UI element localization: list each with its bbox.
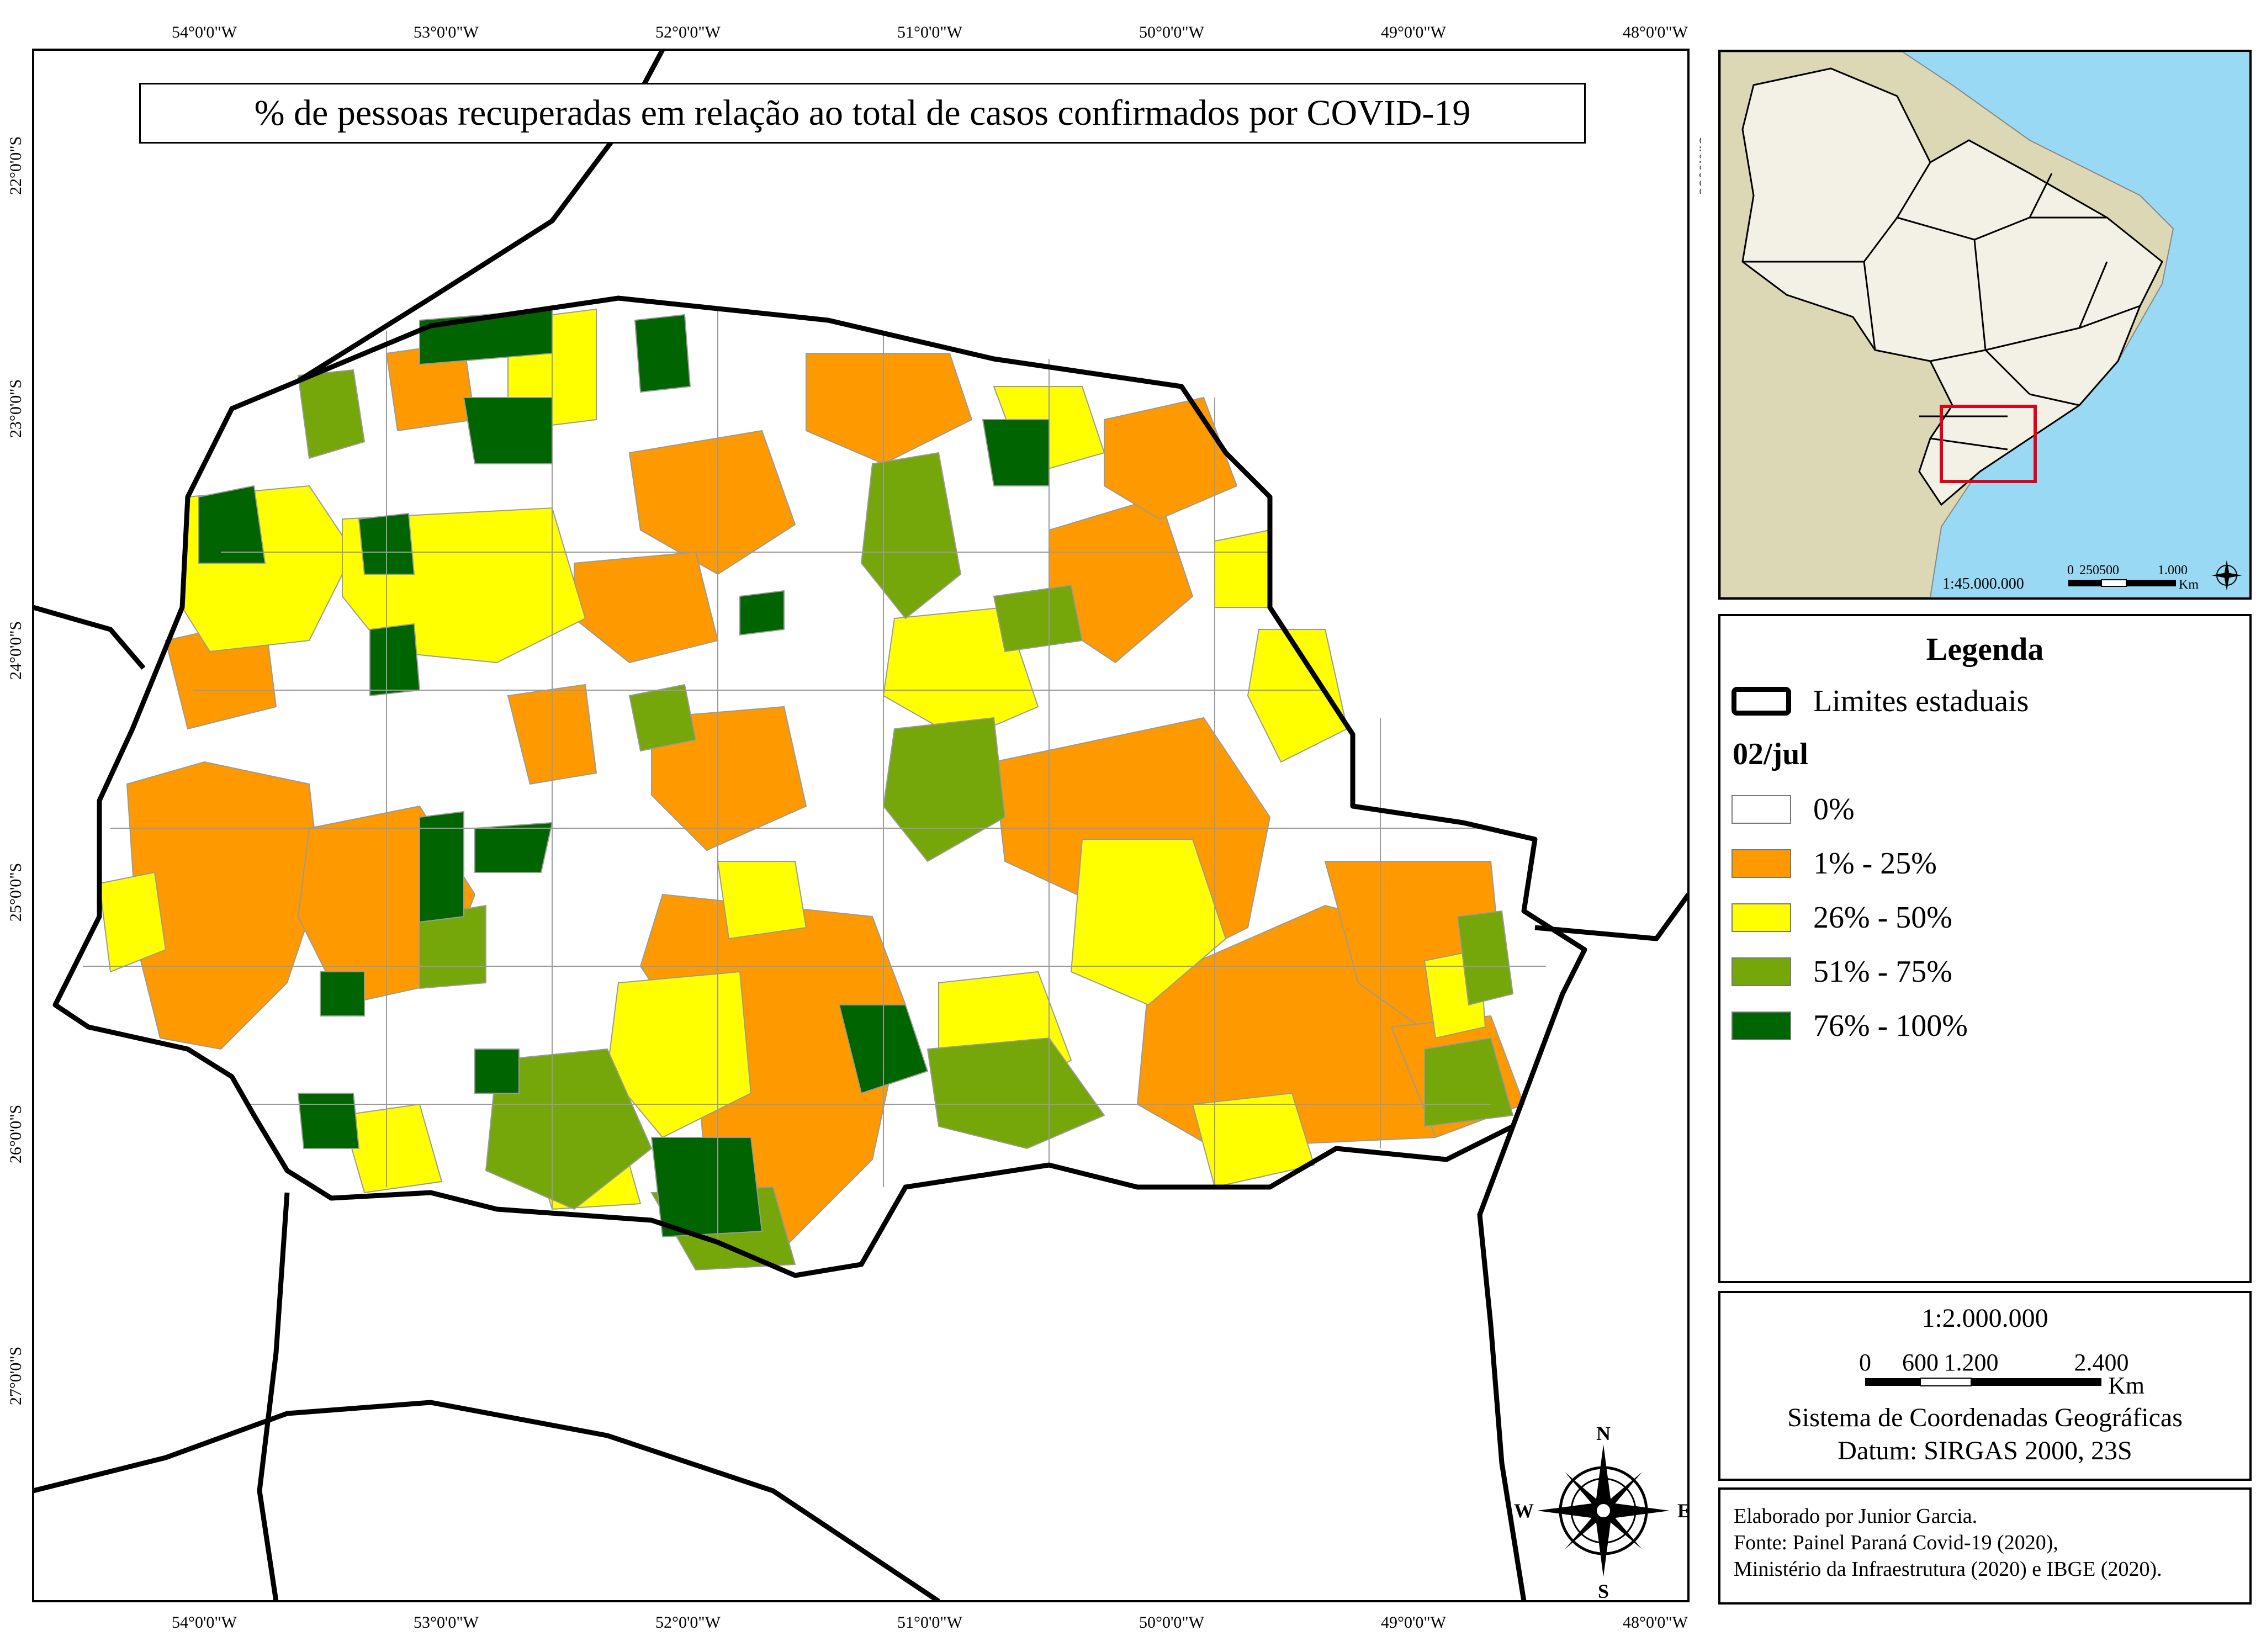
compass-west: W	[1514, 1500, 1534, 1522]
inset-compass-icon	[2211, 560, 2242, 591]
svg-text:50°0'0"W: 50°0'0"W	[1139, 23, 1205, 41]
legend-label-3: 51% - 75%	[1813, 955, 1952, 989]
legend-swatch-4	[1732, 1012, 1791, 1040]
svg-text:25°0'0"S: 25°0'0"S	[7, 863, 25, 922]
legend-item-1: 1% - 25%	[1732, 846, 1937, 881]
svg-text:54°0'0"W: 54°0'0"W	[172, 1613, 237, 1632]
inset-scale-tick-1: 250500	[2079, 563, 2119, 578]
svg-text:53°0'0"W: 53°0'0"W	[414, 1613, 479, 1632]
svg-text:26°0'0"S: 26°0'0"S	[7, 1105, 25, 1163]
brazil-states	[1743, 162, 2141, 451]
svg-text:24°0'0"S: 24°0'0"S	[7, 621, 25, 680]
longitude-ticks-top: 54°0'0"W 53°0'0"W 52°0'0"W 51°0'0"W 50°0…	[172, 23, 1688, 41]
credits-author: Elaborado por Junior Garcia.	[1734, 1505, 1978, 1528]
legend-label-0: 0%	[1813, 792, 1855, 827]
legend-item-4: 76% - 100%	[1732, 1009, 1968, 1043]
brazil	[1741, 67, 2163, 506]
scale-bar: 0 600 1.200 2.400 Km	[1859, 1349, 2144, 1399]
scale-tick-0: 0	[1859, 1349, 1871, 1376]
legend-item-boundary-label: Limites estaduais	[1813, 684, 2029, 718]
longitude-ticks-bottom: 54°0'0"W 53°0'0"W 52°0'0"W 51°0'0"W 50°0…	[172, 1613, 1688, 1632]
svg-text:52°0'0"W: 52°0'0"W	[655, 1613, 721, 1632]
credits-source-2: Ministério da Infraestrutura (2020) e IB…	[1734, 1558, 2162, 1581]
compass-rose: N S E W	[1514, 1422, 1691, 1602]
scale-tick-2: 1.200	[1944, 1349, 1999, 1376]
legend-panel: Legenda Limites estaduais 02/jul 0% 1% -…	[1718, 614, 2252, 1283]
svg-text:48°0'0"W: 48°0'0"W	[1623, 23, 1688, 41]
svg-text:48°0'0"W: 48°0'0"W	[1623, 1613, 1688, 1632]
legend-item-2: 26% - 50%	[1732, 901, 1952, 935]
svg-text:22°0'0"S: 22°0'0"S	[7, 136, 25, 195]
boundary-swatch	[1732, 687, 1791, 716]
inset-map-panel: 1:45.000.000 0 250500 1.000 Km	[1718, 50, 2252, 600]
legend-date: 02/jul	[1733, 737, 1808, 771]
legend-label-1: 1% - 25%	[1813, 846, 1937, 881]
parana-boundary	[52, 295, 1587, 1278]
legend-swatch-0	[1732, 795, 1791, 824]
inset-map: 1:45.000.000 0 250500 1.000 Km	[1720, 52, 2249, 597]
legend-label-2: 26% - 50%	[1813, 901, 1952, 935]
svg-text:27°0'0"S: 27°0'0"S	[7, 1347, 25, 1405]
svg-text:23°0'0"S: 23°0'0"S	[7, 379, 25, 438]
coordinate-system: Sistema de Coordenadas Geográficas	[1787, 1403, 2183, 1432]
svg-text:49°0'0"W: 49°0'0"W	[1381, 23, 1447, 41]
svg-text:51°0'0"W: 51°0'0"W	[897, 23, 963, 41]
legend-label-4: 76% - 100%	[1813, 1009, 1968, 1043]
scale-panel: 1:2.000.000 0 600 1.200 2.400 Km Sistema…	[1718, 1291, 2252, 1481]
compass-south: S	[1598, 1580, 1609, 1602]
inset-scale-ratio: 1:45.000.000	[1942, 575, 2024, 592]
legend-heading: Legenda	[1926, 631, 2044, 667]
svg-text:51°0'0"W: 51°0'0"W	[897, 1613, 963, 1632]
latitude-ticks-right: 22°0'0"S	[1696, 136, 1701, 195]
compass-east: E	[1677, 1500, 1691, 1522]
scale-tick-1: 600	[1902, 1349, 1939, 1376]
svg-text:49°0'0"W: 49°0'0"W	[1381, 1613, 1447, 1632]
scale-ratio: 1:2.000.000	[1921, 1304, 2048, 1333]
legend-item-3: 51% - 75%	[1732, 955, 1952, 989]
latitude-ticks-left: 22°0'0"S 23°0'0"S 24°0'0"S 25°0'0"S 26°0…	[7, 136, 25, 1405]
svg-text:52°0'0"W: 52°0'0"W	[655, 23, 721, 41]
inset-scale-unit: Km	[2179, 578, 2199, 592]
inset-scale-bar: 1:45.000.000 0 250500 1.000 Km	[1942, 563, 2199, 592]
legend-item-0: 0%	[1732, 792, 1855, 827]
svg-text:22°0'0"S: 22°0'0"S	[1696, 136, 1701, 195]
scale-unit: Km	[2108, 1372, 2144, 1399]
compass-north: N	[1596, 1422, 1611, 1444]
svg-text:54°0'0"W: 54°0'0"W	[172, 23, 237, 41]
main-map: 54°0'0"W 53°0'0"W 52°0'0"W 51°0'0"W 50°0…	[7, 23, 1701, 1632]
inset-scale-tick-2: 1.000	[2158, 563, 2188, 578]
parana-highlight	[1940, 405, 2037, 483]
map-frame	[32, 49, 1690, 1602]
legend-swatch-1	[1732, 849, 1791, 878]
map-title: % de pessoas recuperadas em relação ao t…	[139, 83, 1586, 144]
svg-text:53°0'0"W: 53°0'0"W	[414, 23, 479, 41]
legend-item-boundary: Limites estaduais	[1732, 684, 2029, 718]
municipal-boundaries	[83, 309, 1546, 1242]
credits-source-1: Fonte: Painel Paraná Covid-19 (2020),	[1734, 1531, 2058, 1554]
inset-scale-tick-0: 0	[2067, 563, 2074, 578]
svg-text:50°0'0"W: 50°0'0"W	[1139, 1613, 1205, 1632]
datum: Datum: SIRGAS 2000, 23S	[1838, 1436, 2132, 1465]
scale-tick-3: 2.400	[2074, 1349, 2129, 1376]
legend-swatch-3	[1732, 957, 1791, 986]
credits-panel: Elaborado por Junior Garcia. Fonte: Pain…	[1718, 1487, 2252, 1605]
legend-swatch-2	[1732, 903, 1791, 932]
